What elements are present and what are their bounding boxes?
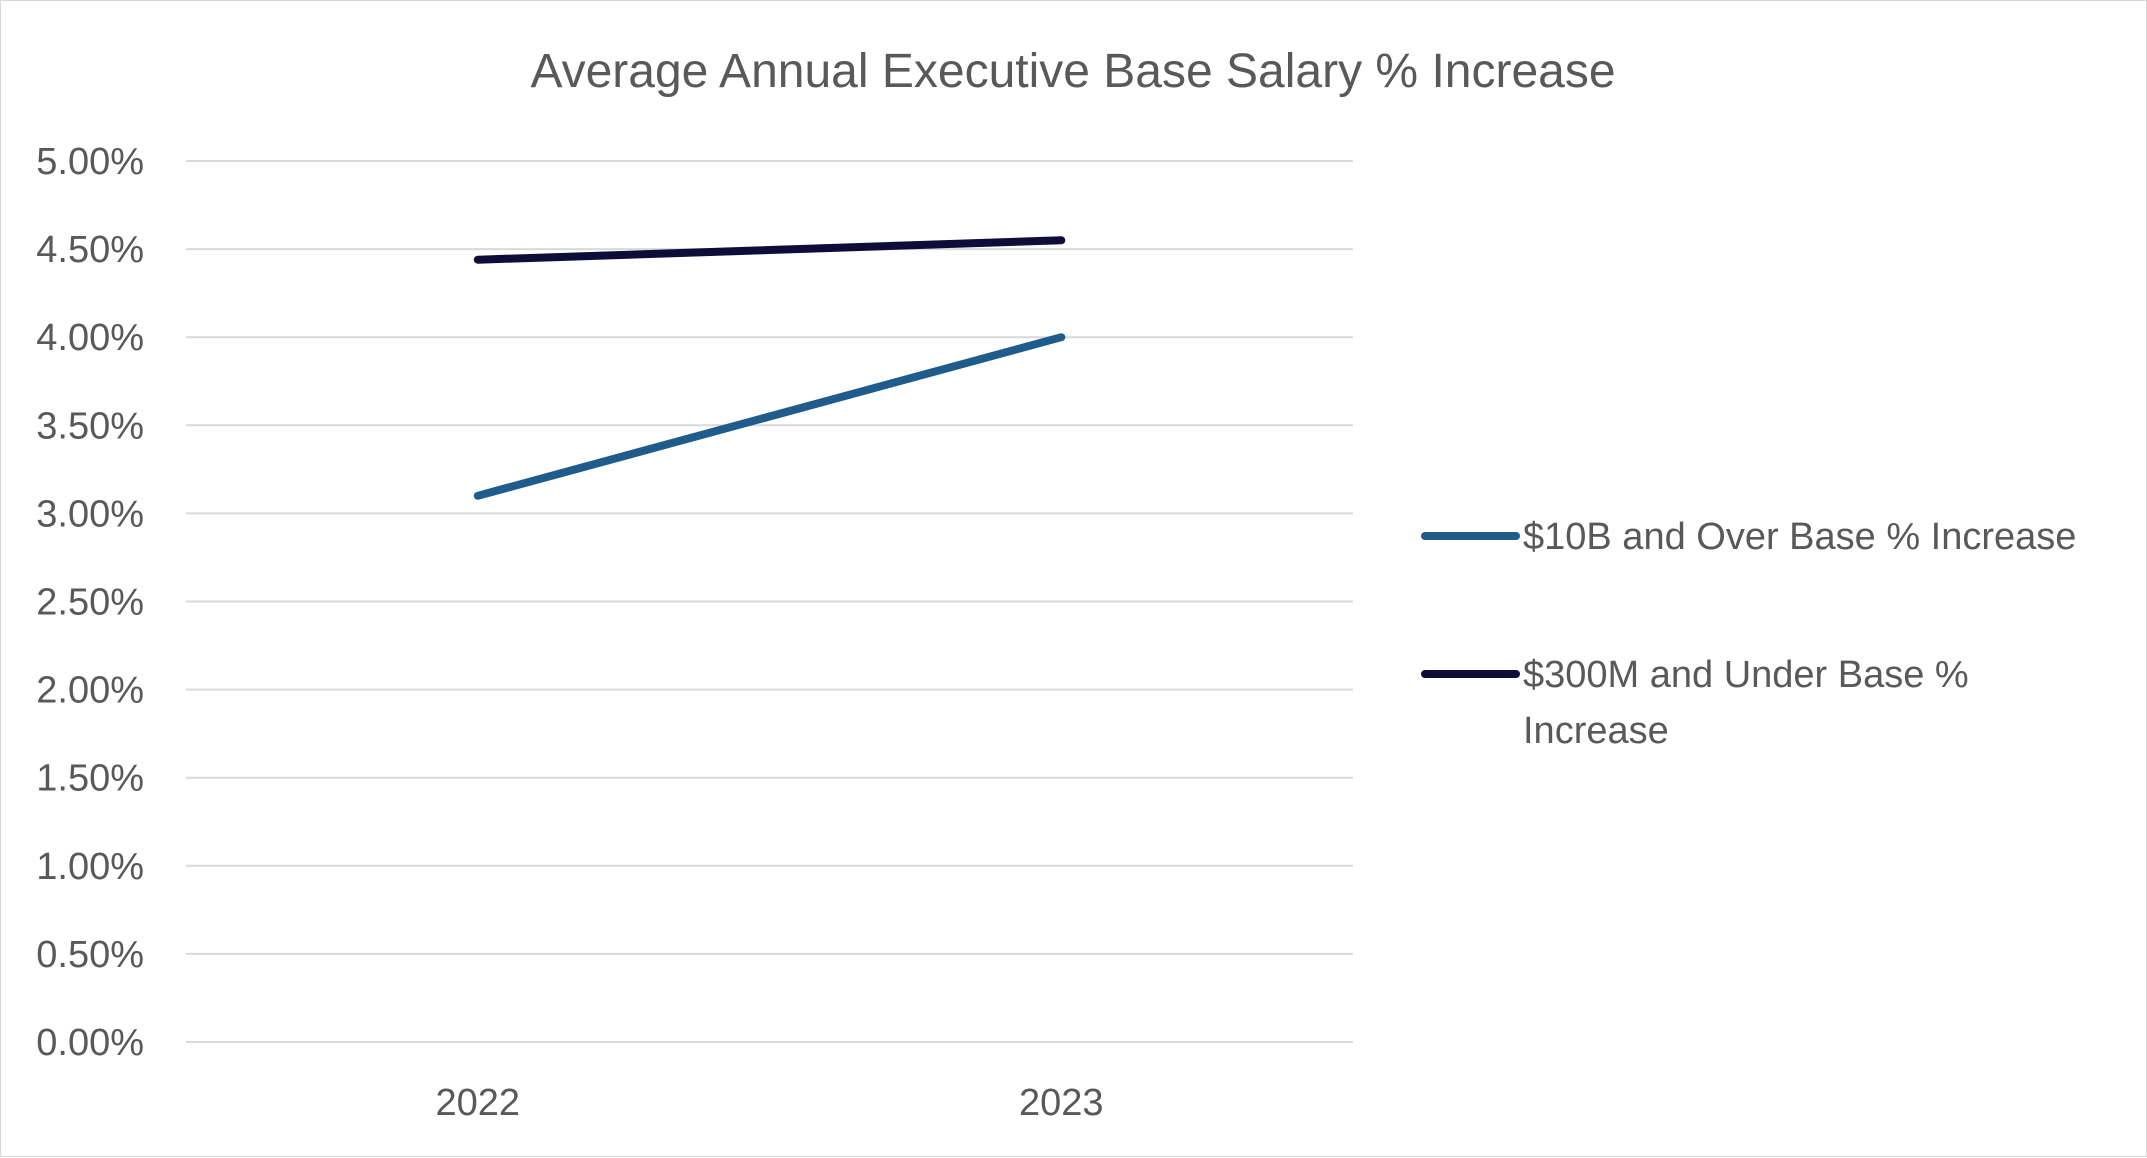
y-tick-label: 4.00% bbox=[36, 317, 144, 359]
y-tick-label: 0.50% bbox=[36, 934, 144, 976]
legend-label-1: $300M and Under Base % bbox=[1523, 654, 1969, 696]
y-tick-label: 3.00% bbox=[36, 493, 144, 535]
y-tick-label: 0.00% bbox=[36, 1022, 144, 1064]
y-axis-tick-labels: 0.00% 0.50% 1.00% 1.50% 2.00% 2.50% 3.00% 3.50%… bbox=[36, 141, 144, 1064]
y-tick-label: 2.00% bbox=[36, 670, 144, 712]
series-line-1 bbox=[473, 236, 1066, 264]
chart-title: Average Annual Executive Base Salary % I… bbox=[530, 45, 1615, 98]
legend: $10B and Over Base % Increase $300M and U… bbox=[1421, 516, 2076, 752]
y-tick-label: 2.50% bbox=[36, 582, 144, 624]
y-tick-label: 3.50% bbox=[36, 405, 144, 447]
x-axis-tick-labels: 2022 2023 bbox=[435, 1082, 1103, 1124]
y-tick-label: 5.00% bbox=[36, 141, 144, 183]
gridlines bbox=[186, 160, 1353, 1043]
legend-label-1: Increase bbox=[1523, 710, 1669, 752]
y-tick-label: 1.50% bbox=[36, 758, 144, 800]
y-tick-label: 4.50% bbox=[36, 229, 144, 271]
legend-label-0: $10B and Over Base % Increase bbox=[1523, 516, 2076, 558]
series-line-0 bbox=[473, 333, 1066, 500]
y-tick-label: 1.00% bbox=[36, 846, 144, 888]
x-tick-label: 2023 bbox=[1019, 1082, 1104, 1124]
series-lines bbox=[473, 236, 1066, 500]
x-tick-label: 2022 bbox=[435, 1082, 520, 1124]
